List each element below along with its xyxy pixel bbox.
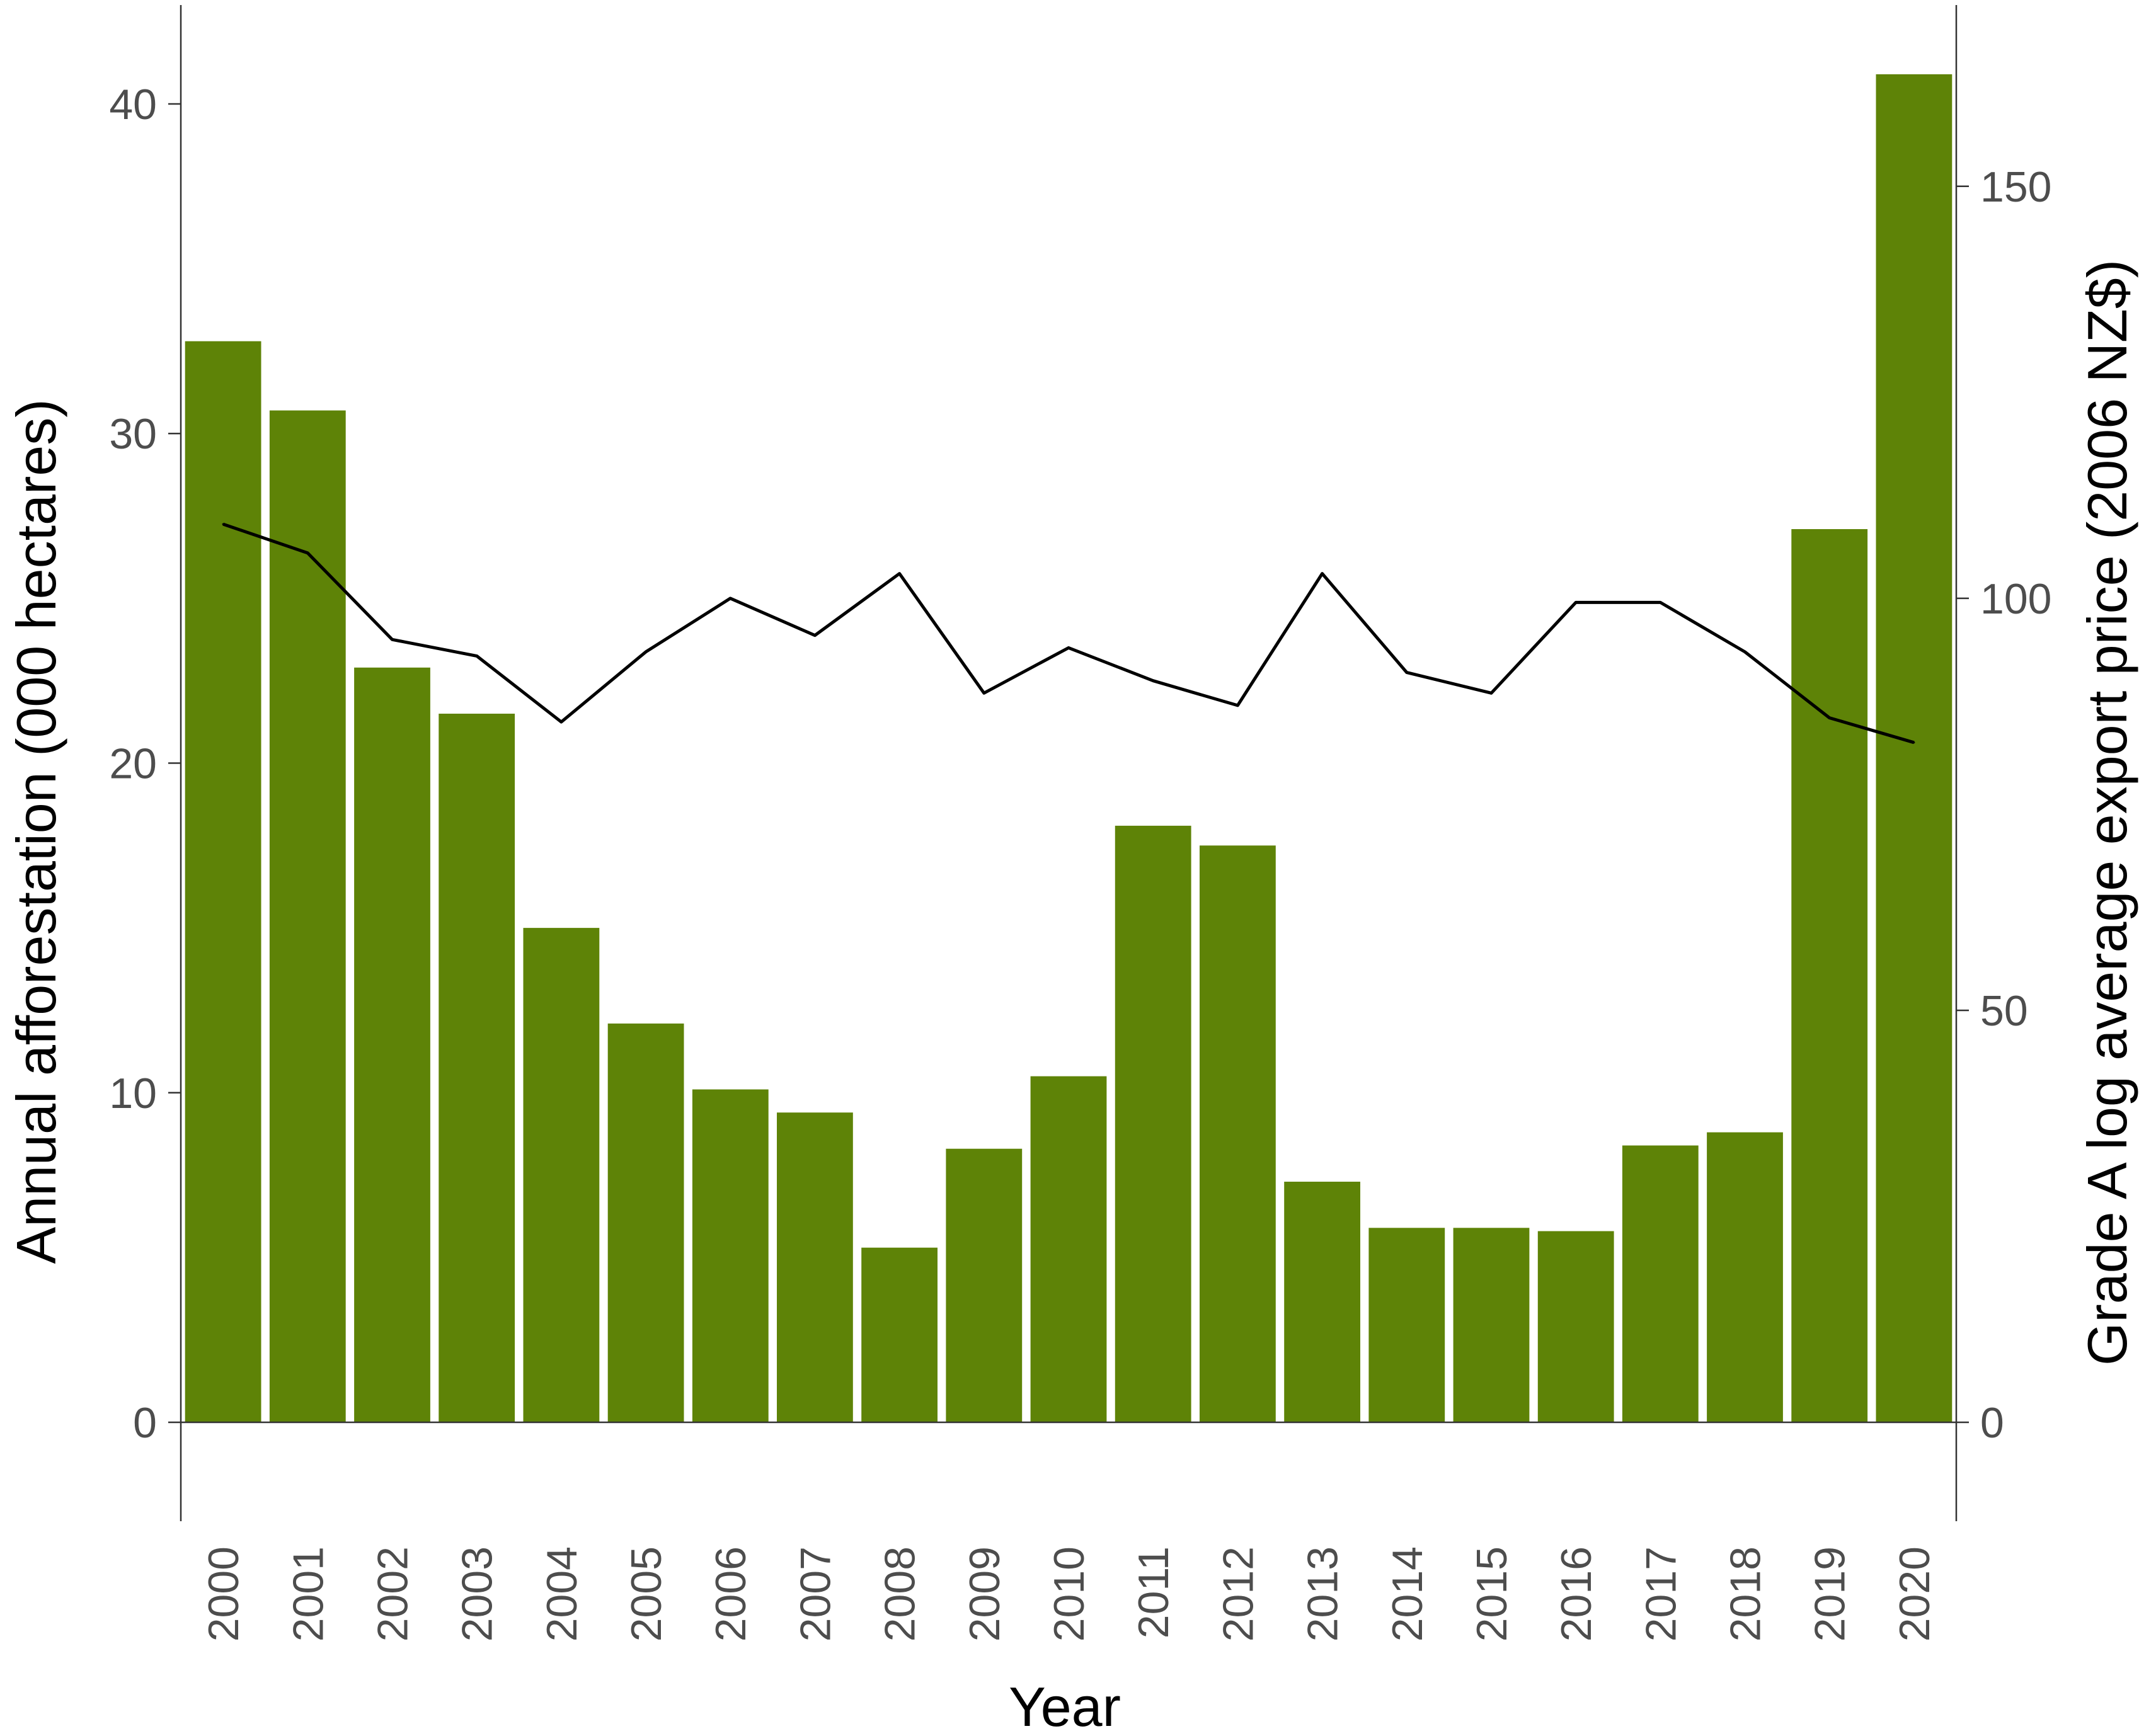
- bar-2007: [777, 1112, 853, 1423]
- x-tick-label-2020: 2020: [1891, 1546, 1939, 1642]
- price-point-2015: [1490, 692, 1493, 694]
- x-tick-label-2013: 2013: [1299, 1546, 1347, 1642]
- price-point-2001: [306, 552, 309, 554]
- price-point-2000: [222, 523, 224, 525]
- x-tick-label-2011: 2011: [1130, 1546, 1178, 1638]
- bar-2003: [439, 714, 515, 1422]
- price-point-2020: [1913, 741, 1915, 744]
- bar-2011: [1115, 825, 1191, 1422]
- x-tick-label-2009: 2009: [961, 1546, 1009, 1642]
- price-line: [222, 522, 1915, 745]
- bar-2006: [692, 1089, 769, 1422]
- bar-2014: [1368, 1228, 1445, 1422]
- x-tick-label-2004: 2004: [538, 1546, 586, 1642]
- price-point-2016: [1574, 601, 1577, 603]
- axes-layer: 0 10 20 30 40 0 50 100 150 2000 2001 2002 2003 2004 20…: [109, 5, 2051, 1642]
- line-layer: [222, 522, 1915, 745]
- y2-axis-title: Grade A log average export price (2006 N…: [2076, 260, 2138, 1366]
- x-tick-label-2017: 2017: [1637, 1546, 1685, 1642]
- bar-2000: [185, 341, 261, 1423]
- bar-2020: [1876, 74, 1953, 1423]
- price-point-2006: [729, 597, 731, 600]
- price-point-2017: [1659, 601, 1661, 603]
- x-tick-label-2000: 2000: [200, 1546, 248, 1642]
- price-point-2012: [1236, 704, 1239, 707]
- x-tick-label-2008: 2008: [876, 1546, 924, 1642]
- y2-tick-label-100: 100: [1980, 575, 2051, 623]
- bar-2013: [1284, 1182, 1360, 1422]
- y2-tick-label-0: 0: [1980, 1399, 2004, 1447]
- x-axis-title: Year: [1009, 1676, 1121, 1736]
- x-tick-label-2002: 2002: [369, 1546, 417, 1642]
- bar-2010: [1030, 1076, 1107, 1422]
- price-point-2010: [1067, 646, 1070, 649]
- bar-2019: [1791, 529, 1868, 1422]
- price-point-2007: [813, 634, 816, 637]
- bar-2017: [1622, 1145, 1699, 1422]
- x-tick-label-2006: 2006: [707, 1546, 755, 1642]
- bar-2015: [1453, 1228, 1530, 1422]
- x-tick-label-2001: 2001: [284, 1546, 332, 1642]
- y2-tick-label-50: 50: [1980, 987, 2028, 1035]
- x-tick-label-2010: 2010: [1045, 1546, 1093, 1642]
- price-point-2003: [476, 654, 478, 657]
- price-point-2013: [1321, 573, 1324, 575]
- y-tick-label-0: 0: [133, 1399, 157, 1447]
- x-tick-label-2007: 2007: [791, 1546, 839, 1642]
- y-tick-label-30: 30: [109, 410, 157, 458]
- bar-2008: [861, 1247, 938, 1422]
- price-point-2009: [983, 692, 985, 694]
- y-tick-label-40: 40: [109, 81, 157, 128]
- bar-2002: [354, 667, 430, 1423]
- bar-2005: [607, 1023, 684, 1422]
- bar-2016: [1537, 1231, 1614, 1422]
- price-point-2018: [1744, 651, 1746, 653]
- x-tick-label-2003: 2003: [454, 1546, 502, 1642]
- x-tick-label-2005: 2005: [622, 1546, 670, 1642]
- price-point-2002: [391, 638, 393, 641]
- bar-2018: [1707, 1132, 1783, 1423]
- y-tick-label-20: 20: [109, 740, 157, 788]
- bar-2009: [946, 1148, 1023, 1422]
- bar-2004: [523, 928, 600, 1422]
- y2-tick-label-150: 150: [1980, 163, 2051, 211]
- price-point-2014: [1406, 671, 1408, 674]
- bar-2001: [269, 410, 346, 1422]
- x-tick-label-2015: 2015: [1468, 1546, 1516, 1642]
- x-tick-label-2016: 2016: [1552, 1546, 1600, 1642]
- x-tick-label-2014: 2014: [1384, 1546, 1431, 1642]
- price-point-2019: [1828, 717, 1831, 719]
- x-tick-label-2012: 2012: [1214, 1546, 1262, 1642]
- y-axis-title: Annual afforestation (000 hectares): [5, 399, 67, 1264]
- price-point-2011: [1152, 680, 1154, 682]
- price-point-2004: [560, 721, 563, 723]
- x-tick-label-2018: 2018: [1722, 1546, 1770, 1642]
- y-tick-label-10: 10: [109, 1070, 157, 1117]
- price-point-2005: [645, 651, 647, 653]
- x-tick-label-2019: 2019: [1806, 1546, 1854, 1642]
- bars-layer: [185, 74, 1953, 1423]
- price-point-2008: [898, 573, 901, 575]
- bar-2012: [1200, 845, 1276, 1422]
